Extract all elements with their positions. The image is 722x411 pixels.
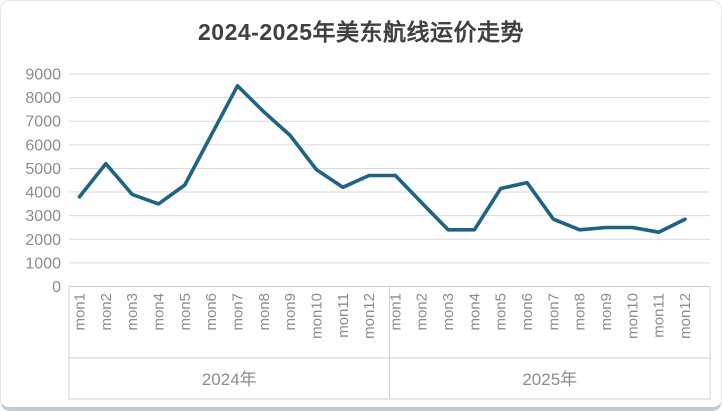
axis-frame <box>68 286 711 400</box>
x-tick-label: mon10 <box>308 293 325 339</box>
x-tick-label: mon7 <box>229 293 246 331</box>
x-tick-label: mon4 <box>150 293 167 331</box>
y-axis-labels: 0 1000 2000 3000 4000 5000 6000 7000 8000 9000 <box>25 67 61 297</box>
x-tick-label: mon1 <box>387 293 404 331</box>
year-group-labels: 2024年 2025年 <box>202 370 577 389</box>
y-tick-label: 2000 <box>25 232 61 249</box>
y-tick-label: 5000 <box>25 161 61 178</box>
x-tick-label: mon2 <box>98 293 115 331</box>
y-tick-label: 1000 <box>25 255 61 272</box>
x-tick-label: mon3 <box>440 293 457 331</box>
x-tick-label: mon9 <box>598 293 615 331</box>
x-tick-label: mon3 <box>124 293 141 331</box>
x-tick-label: mon2 <box>414 293 431 331</box>
x-axis-labels: mon1 mon2 mon3 mon4 mon5 mon6 mon7 mon8 mon9 mon1… <box>72 293 695 339</box>
x-tick-label: mon9 <box>282 293 299 331</box>
x-tick-label: mon6 <box>203 293 220 331</box>
gridlines <box>69 73 710 264</box>
y-tick-label: 0 <box>52 279 61 296</box>
x-tick-label: mon12 <box>677 293 694 339</box>
x-tick-label: mon11 <box>651 293 668 338</box>
x-tick-label: mon12 <box>361 293 378 339</box>
y-tick-label: 4000 <box>25 185 61 202</box>
x-tick-label: mon7 <box>545 293 562 331</box>
y-tick-label: 3000 <box>25 208 61 225</box>
y-tick-label: 6000 <box>25 137 61 154</box>
year-group-label: 2024年 <box>202 370 257 389</box>
x-tick-label: mon4 <box>466 293 483 331</box>
y-tick-label: 7000 <box>25 114 61 131</box>
year-group-label: 2025年 <box>522 370 577 389</box>
x-tick-label: mon5 <box>177 293 194 331</box>
y-tick-label: 8000 <box>25 90 61 107</box>
x-tick-label: mon11 <box>335 293 352 338</box>
chart-title: 2024-2025年美东航线运价走势 <box>198 19 524 45</box>
x-tick-label: mon5 <box>493 293 510 331</box>
x-tick-label: mon10 <box>624 293 641 339</box>
x-tick-label: mon8 <box>256 293 273 331</box>
x-tick-label: mon1 <box>72 293 89 331</box>
x-tick-label: mon8 <box>572 293 589 331</box>
y-tick-label: 9000 <box>25 67 61 84</box>
series-line <box>77 84 687 234</box>
x-tick-label: mon6 <box>519 293 536 331</box>
